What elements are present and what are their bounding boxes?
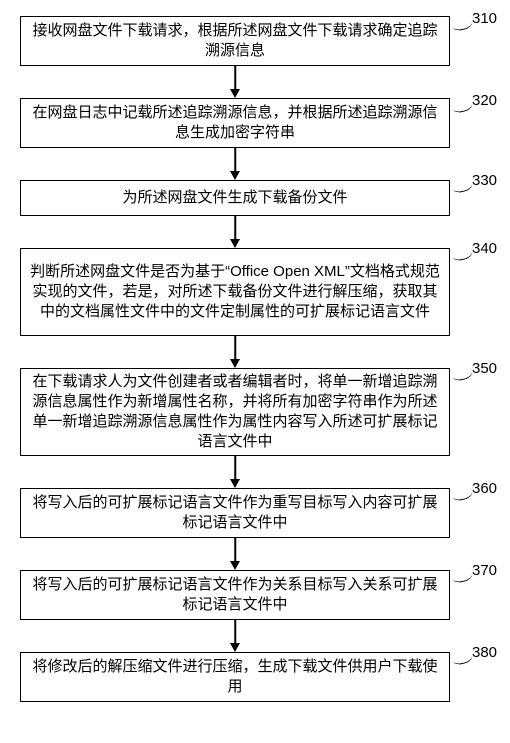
flow-node-330: 为所述网盘文件生成下载备份文件 <box>20 180 450 216</box>
step-label-310: 310 <box>472 10 497 27</box>
flow-node-370: 将写入后的可扩展标记语言文件作为关系目标写入关系可扩展标记语言文件中 <box>20 570 450 620</box>
arrow-head-icon <box>230 239 240 248</box>
flow-node-text: 在下载请求人为文件创建者或者编辑者时，将单一新增追踪溯源信息属性作为新增属性名称… <box>29 372 441 453</box>
arrow-line <box>234 456 236 479</box>
arrow-head-icon <box>230 479 240 488</box>
arrow-head-icon <box>230 643 240 652</box>
step-label-350: 350 <box>472 360 497 377</box>
arrow-head-icon <box>230 359 240 368</box>
flow-node-text: 将写入后的可扩展标记语言文件作为重写目标写入内容可扩展标记语言文件中 <box>29 493 441 534</box>
flow-node-text: 将写入后的可扩展标记语言文件作为关系目标写入关系可扩展标记语言文件中 <box>29 575 441 616</box>
flow-node-text: 为所述网盘文件生成下载备份文件 <box>122 188 347 208</box>
arrow-line <box>234 66 236 89</box>
arrow-line <box>234 216 236 239</box>
flow-node-360: 将写入后的可扩展标记语言文件作为重写目标写入内容可扩展标记语言文件中 <box>20 488 450 538</box>
flow-node-340: 判断所述网盘文件是否为基于“Office Open XML”文档格式规范实现的文… <box>20 248 450 336</box>
label-connector <box>450 13 473 33</box>
step-label-340: 340 <box>472 240 497 257</box>
flow-node-text: 将修改后的解压缩文件进行压缩，生成下载文件供用户下载使用 <box>29 657 441 698</box>
label-connector <box>450 483 473 503</box>
arrow-head-icon <box>230 89 240 98</box>
arrow-head-icon <box>230 171 240 180</box>
step-label-330: 330 <box>472 172 497 189</box>
arrow-line <box>234 620 236 643</box>
label-connector <box>450 95 473 115</box>
arrow-line <box>234 538 236 561</box>
label-connector <box>450 243 473 263</box>
flow-node-310: 接收网盘文件下载请求，根据所述网盘文件下载请求确定追踪溯源信息 <box>20 16 450 66</box>
flow-node-text: 在网盘日志中记载所述追踪溯源信息，并根据所述追踪溯源信息生成加密字符串 <box>29 103 441 144</box>
step-label-380: 380 <box>472 644 497 661</box>
label-connector <box>450 175 473 195</box>
flow-node-320: 在网盘日志中记载所述追踪溯源信息，并根据所述追踪溯源信息生成加密字符串 <box>20 98 450 148</box>
step-label-370: 370 <box>472 562 497 579</box>
step-label-360: 360 <box>472 480 497 497</box>
flowchart-container: 接收网盘文件下载请求，根据所述网盘文件下载请求确定追踪溯源信息 在网盘日志中记载… <box>0 0 510 743</box>
arrow-head-icon <box>230 561 240 570</box>
flow-node-350: 在下载请求人为文件创建者或者编辑者时，将单一新增追踪溯源信息属性作为新增属性名称… <box>20 368 450 456</box>
label-connector <box>450 647 473 667</box>
flow-node-text: 判断所述网盘文件是否为基于“Office Open XML”文档格式规范实现的文… <box>29 262 441 323</box>
label-connector <box>450 363 473 383</box>
arrow-line <box>234 336 236 359</box>
label-connector <box>450 565 473 585</box>
flow-node-text: 接收网盘文件下载请求，根据所述网盘文件下载请求确定追踪溯源信息 <box>29 21 441 62</box>
step-label-320: 320 <box>472 92 497 109</box>
arrow-line <box>234 148 236 171</box>
flow-node-380: 将修改后的解压缩文件进行压缩，生成下载文件供用户下载使用 <box>20 652 450 702</box>
